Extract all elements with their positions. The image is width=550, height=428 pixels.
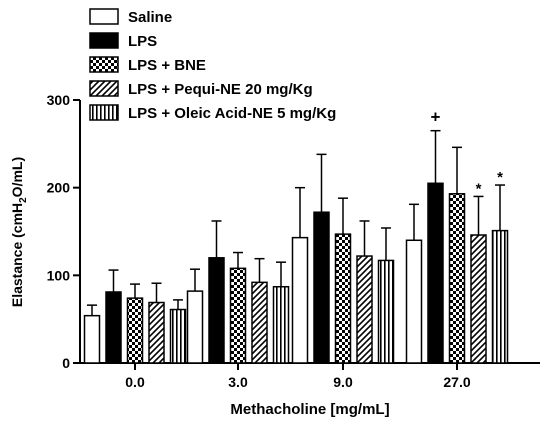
legend-swatch-saline <box>89 8 119 25</box>
legend-swatch-lps <box>89 32 119 49</box>
x-tick-label: 3.0 <box>228 374 248 390</box>
bar-lps-oleic-acid-ne-5-mg-kg <box>169 308 187 364</box>
y-axis: 0 100 200 300 <box>47 92 81 371</box>
y-tick-label: 300 <box>47 92 71 108</box>
bar-saline <box>405 239 423 364</box>
bar-lps-pequi-ne-20-mg-kg <box>470 234 487 364</box>
x-axis-label: Methacholine [mg/mL] <box>230 401 389 418</box>
x-axis: 0.0 3.0 9.0 27.0 <box>80 362 540 390</box>
bar-lps <box>208 257 225 364</box>
legend-label-lps-pequi-ne-20-mg-kg: LPS + Pequi-NE 20 mg/Kg <box>128 81 313 98</box>
annotation-mark: * <box>476 180 482 197</box>
legend-swatch-lps-pequi-ne-20-mg-kg <box>89 80 119 97</box>
bar-lps-bne <box>229 267 247 364</box>
bar-lps-oleic-acid-ne-5-mg-kg <box>491 229 509 364</box>
x-tick-label: 0.0 <box>125 374 145 390</box>
legend-label-lps-oleic-acid-ne-5-mg-kg: LPS + Oleic Acid-NE 5 mg/Kg <box>128 105 336 122</box>
bar-saline <box>83 314 101 364</box>
x-tick-label: 9.0 <box>333 374 353 390</box>
bar-saline <box>186 290 204 364</box>
bar-lps-bne <box>334 233 352 364</box>
bar-lps-bne <box>448 193 466 364</box>
legend-label-saline: Saline <box>128 9 172 26</box>
significance-annotations: + * * <box>431 108 504 198</box>
legend: Saline LPS LPS + BNE LPS + Pequi-NE 20 mg/K… <box>89 8 336 122</box>
bar-lps-bne <box>126 297 144 364</box>
y-axis-label: Elastance (cmH2O/mL) <box>9 157 29 307</box>
bar-lps <box>313 211 330 364</box>
bar-lps <box>105 291 122 364</box>
legend-label-lps-bne: LPS + BNE <box>128 57 206 74</box>
legend-label-lps: LPS <box>128 33 157 50</box>
y-tick-label: 200 <box>47 180 71 196</box>
bar-lps-pequi-ne-20-mg-kg <box>251 281 268 364</box>
bar-lps-pequi-ne-20-mg-kg <box>148 301 165 364</box>
annotation-mark: * <box>497 169 503 186</box>
bar-lps <box>427 182 444 364</box>
legend-swatch-lps-oleic-acid-ne-5-mg-kg <box>89 104 119 121</box>
y-tick-label: 0 <box>62 355 70 371</box>
x-tick-label: 27.0 <box>443 374 470 390</box>
y-tick-label: 100 <box>47 267 71 283</box>
bar-lps-pequi-ne-20-mg-kg <box>356 255 373 364</box>
bar-lps-oleic-acid-ne-5-mg-kg <box>272 285 290 364</box>
annotation-mark: + <box>431 108 441 127</box>
bars <box>83 129 509 364</box>
bar-lps-oleic-acid-ne-5-mg-kg <box>377 259 395 364</box>
legend-swatch-lps-bne <box>89 56 119 73</box>
bar-saline <box>291 236 309 364</box>
